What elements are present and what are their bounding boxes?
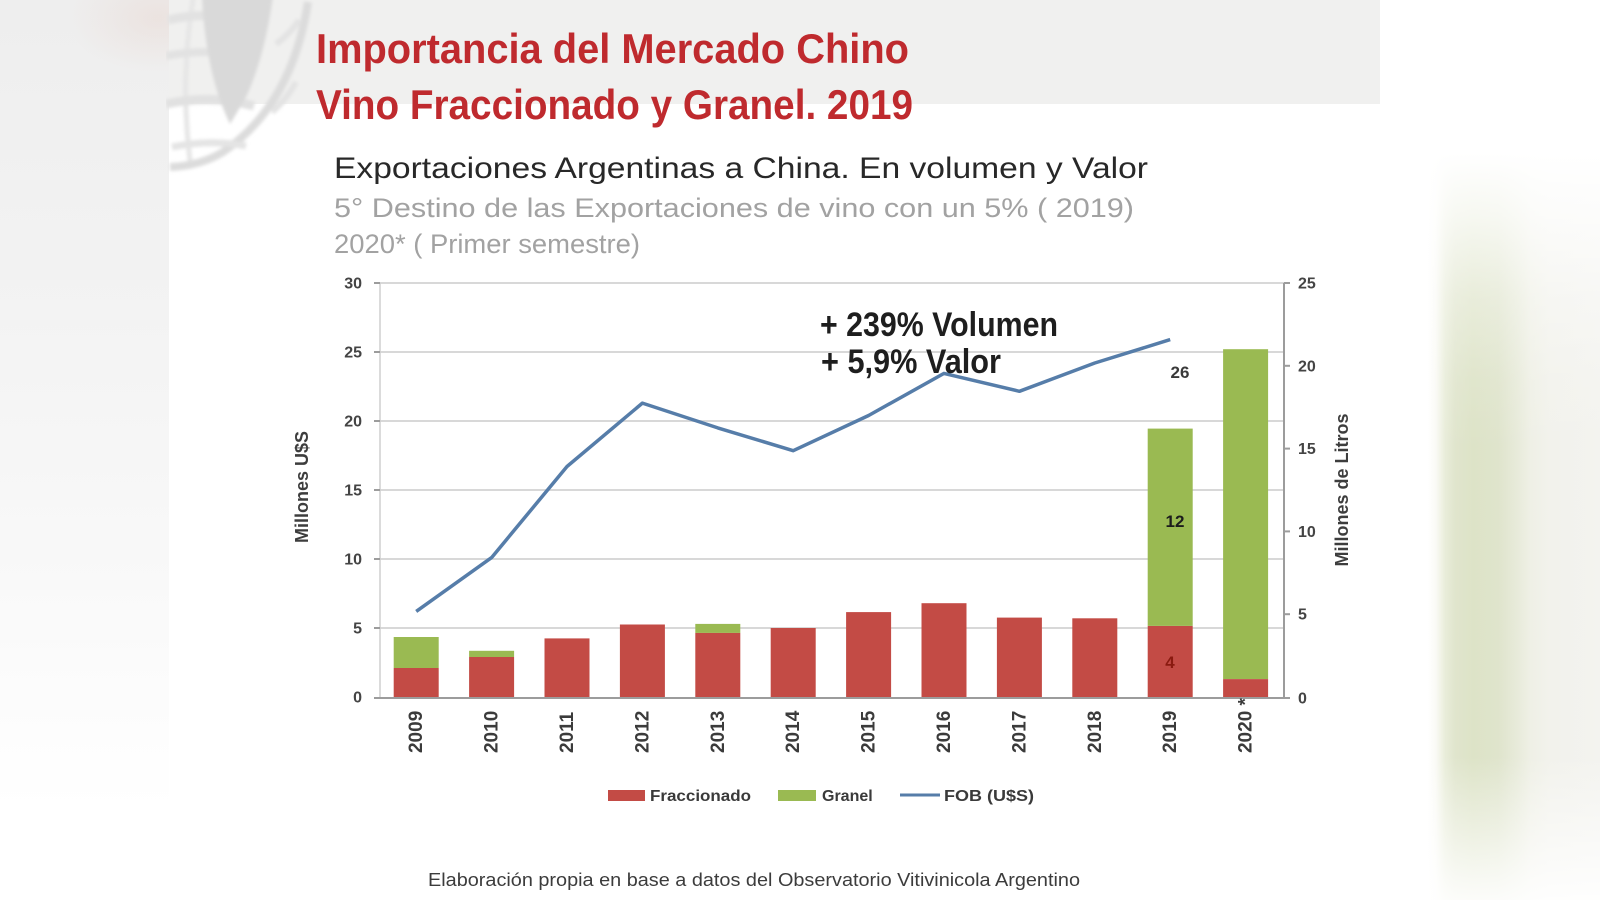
- svg-text:Millones de Litros: Millones de Litros: [1332, 413, 1352, 566]
- svg-text:FOB (U$S): FOB (U$S): [944, 788, 1034, 805]
- svg-text:2009: 2009: [406, 711, 427, 753]
- svg-text:10: 10: [344, 552, 362, 569]
- svg-text:10: 10: [1298, 524, 1316, 541]
- svg-text:4: 4: [1165, 653, 1175, 672]
- svg-text:2020 *: 2020 *: [1236, 697, 1257, 753]
- svg-text:12: 12: [1166, 512, 1185, 531]
- svg-text:5: 5: [1298, 607, 1307, 624]
- svg-text:25: 25: [344, 345, 362, 362]
- svg-text:2012: 2012: [632, 711, 653, 753]
- svg-text:15: 15: [1298, 441, 1316, 458]
- svg-text:Exportaciones Argentinas a Chi: Exportaciones Argentinas a China. En vol…: [334, 152, 1148, 185]
- svg-text:2020* ( Primer semestre): 2020* ( Primer semestre): [334, 229, 640, 259]
- svg-text:Millones U$S: Millones U$S: [292, 431, 312, 543]
- svg-text:2014: 2014: [783, 710, 804, 753]
- svg-text:Importancia del Mercado Chino: Importancia del Mercado Chino: [316, 25, 909, 72]
- svg-text:+ 239% Volumen: + 239% Volumen: [820, 306, 1058, 344]
- svg-text:Fraccionado: Fraccionado: [650, 788, 751, 805]
- svg-text:0: 0: [353, 690, 362, 707]
- svg-text:+ 5,9% Valor: + 5,9% Valor: [821, 343, 1001, 381]
- svg-text:5: 5: [353, 621, 362, 638]
- svg-text:2011: 2011: [557, 711, 578, 753]
- svg-text:2019: 2019: [1160, 711, 1181, 753]
- svg-text:2013: 2013: [708, 711, 729, 753]
- svg-text:15: 15: [344, 483, 362, 500]
- svg-text:20: 20: [1298, 358, 1316, 375]
- svg-text:0: 0: [1298, 691, 1307, 708]
- svg-text:25: 25: [1298, 276, 1316, 293]
- svg-text:Granel: Granel: [822, 788, 873, 805]
- svg-text:5° Destino de las Exportacione: 5° Destino de las Exportaciones de vino …: [334, 193, 1134, 223]
- svg-text:20: 20: [344, 414, 362, 431]
- svg-text:26: 26: [1171, 363, 1190, 382]
- svg-text:2016: 2016: [934, 711, 955, 753]
- svg-text:2018: 2018: [1085, 711, 1106, 753]
- svg-text:2015: 2015: [859, 710, 880, 753]
- svg-text:Vino Fraccionado y Granel. 201: Vino Fraccionado y Granel. 2019: [316, 81, 913, 128]
- svg-text:2017: 2017: [1009, 711, 1030, 753]
- svg-text:Elaboración propia en base a d: Elaboración propia en base a datos del O…: [428, 870, 1080, 890]
- svg-text:30: 30: [344, 276, 362, 293]
- svg-text:2010: 2010: [482, 711, 503, 753]
